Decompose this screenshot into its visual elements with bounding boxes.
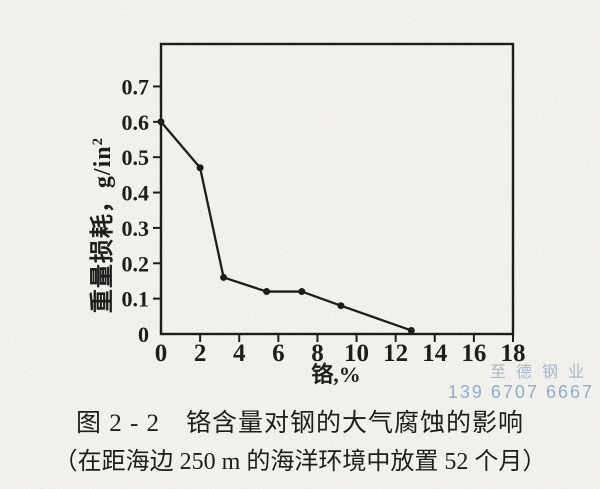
series-line bbox=[159, 120, 413, 332]
y-tick-label: 0.1 bbox=[122, 287, 150, 312]
x-tick-label: 18 bbox=[501, 340, 526, 367]
y-tick-label: 0.7 bbox=[122, 74, 150, 99]
y-axis-title-text: 重量损耗， bbox=[90, 188, 116, 314]
data-point bbox=[337, 302, 345, 310]
x-tick-label: 2 bbox=[194, 340, 207, 367]
y-tick-label: 0.3 bbox=[122, 216, 150, 241]
data-point bbox=[220, 273, 228, 281]
data-point bbox=[298, 288, 306, 296]
x-axis-title: 铬,% bbox=[311, 362, 361, 387]
x-tick-label: 0 bbox=[155, 340, 168, 367]
y-tick-label: 0.5 bbox=[122, 145, 150, 170]
y-axis-title: 重量损耗，g/in2 bbox=[82, 75, 116, 375]
data-point bbox=[263, 288, 271, 296]
data-point bbox=[157, 118, 165, 126]
x-tick-label: 16 bbox=[461, 340, 486, 367]
figure-caption-subtitle: （在距海边 250 m 的海洋环境中放置 52 个月） bbox=[53, 449, 547, 475]
y-tick-label: 0.2 bbox=[122, 251, 150, 276]
data-point bbox=[407, 326, 415, 334]
axis-frame bbox=[159, 42, 515, 336]
y-tick-label: 0.6 bbox=[122, 110, 150, 135]
y-tick-label: 0.4 bbox=[122, 181, 150, 206]
y-axis-unit: g/in bbox=[90, 145, 116, 189]
data-point bbox=[196, 164, 204, 172]
y-tick-label: 0 bbox=[138, 322, 149, 347]
y-axis-unit-superscript: 2 bbox=[89, 136, 106, 146]
figure-caption-title: 图 2 - 2 铬含量对钢的大气腐蚀的影响 bbox=[75, 410, 525, 437]
